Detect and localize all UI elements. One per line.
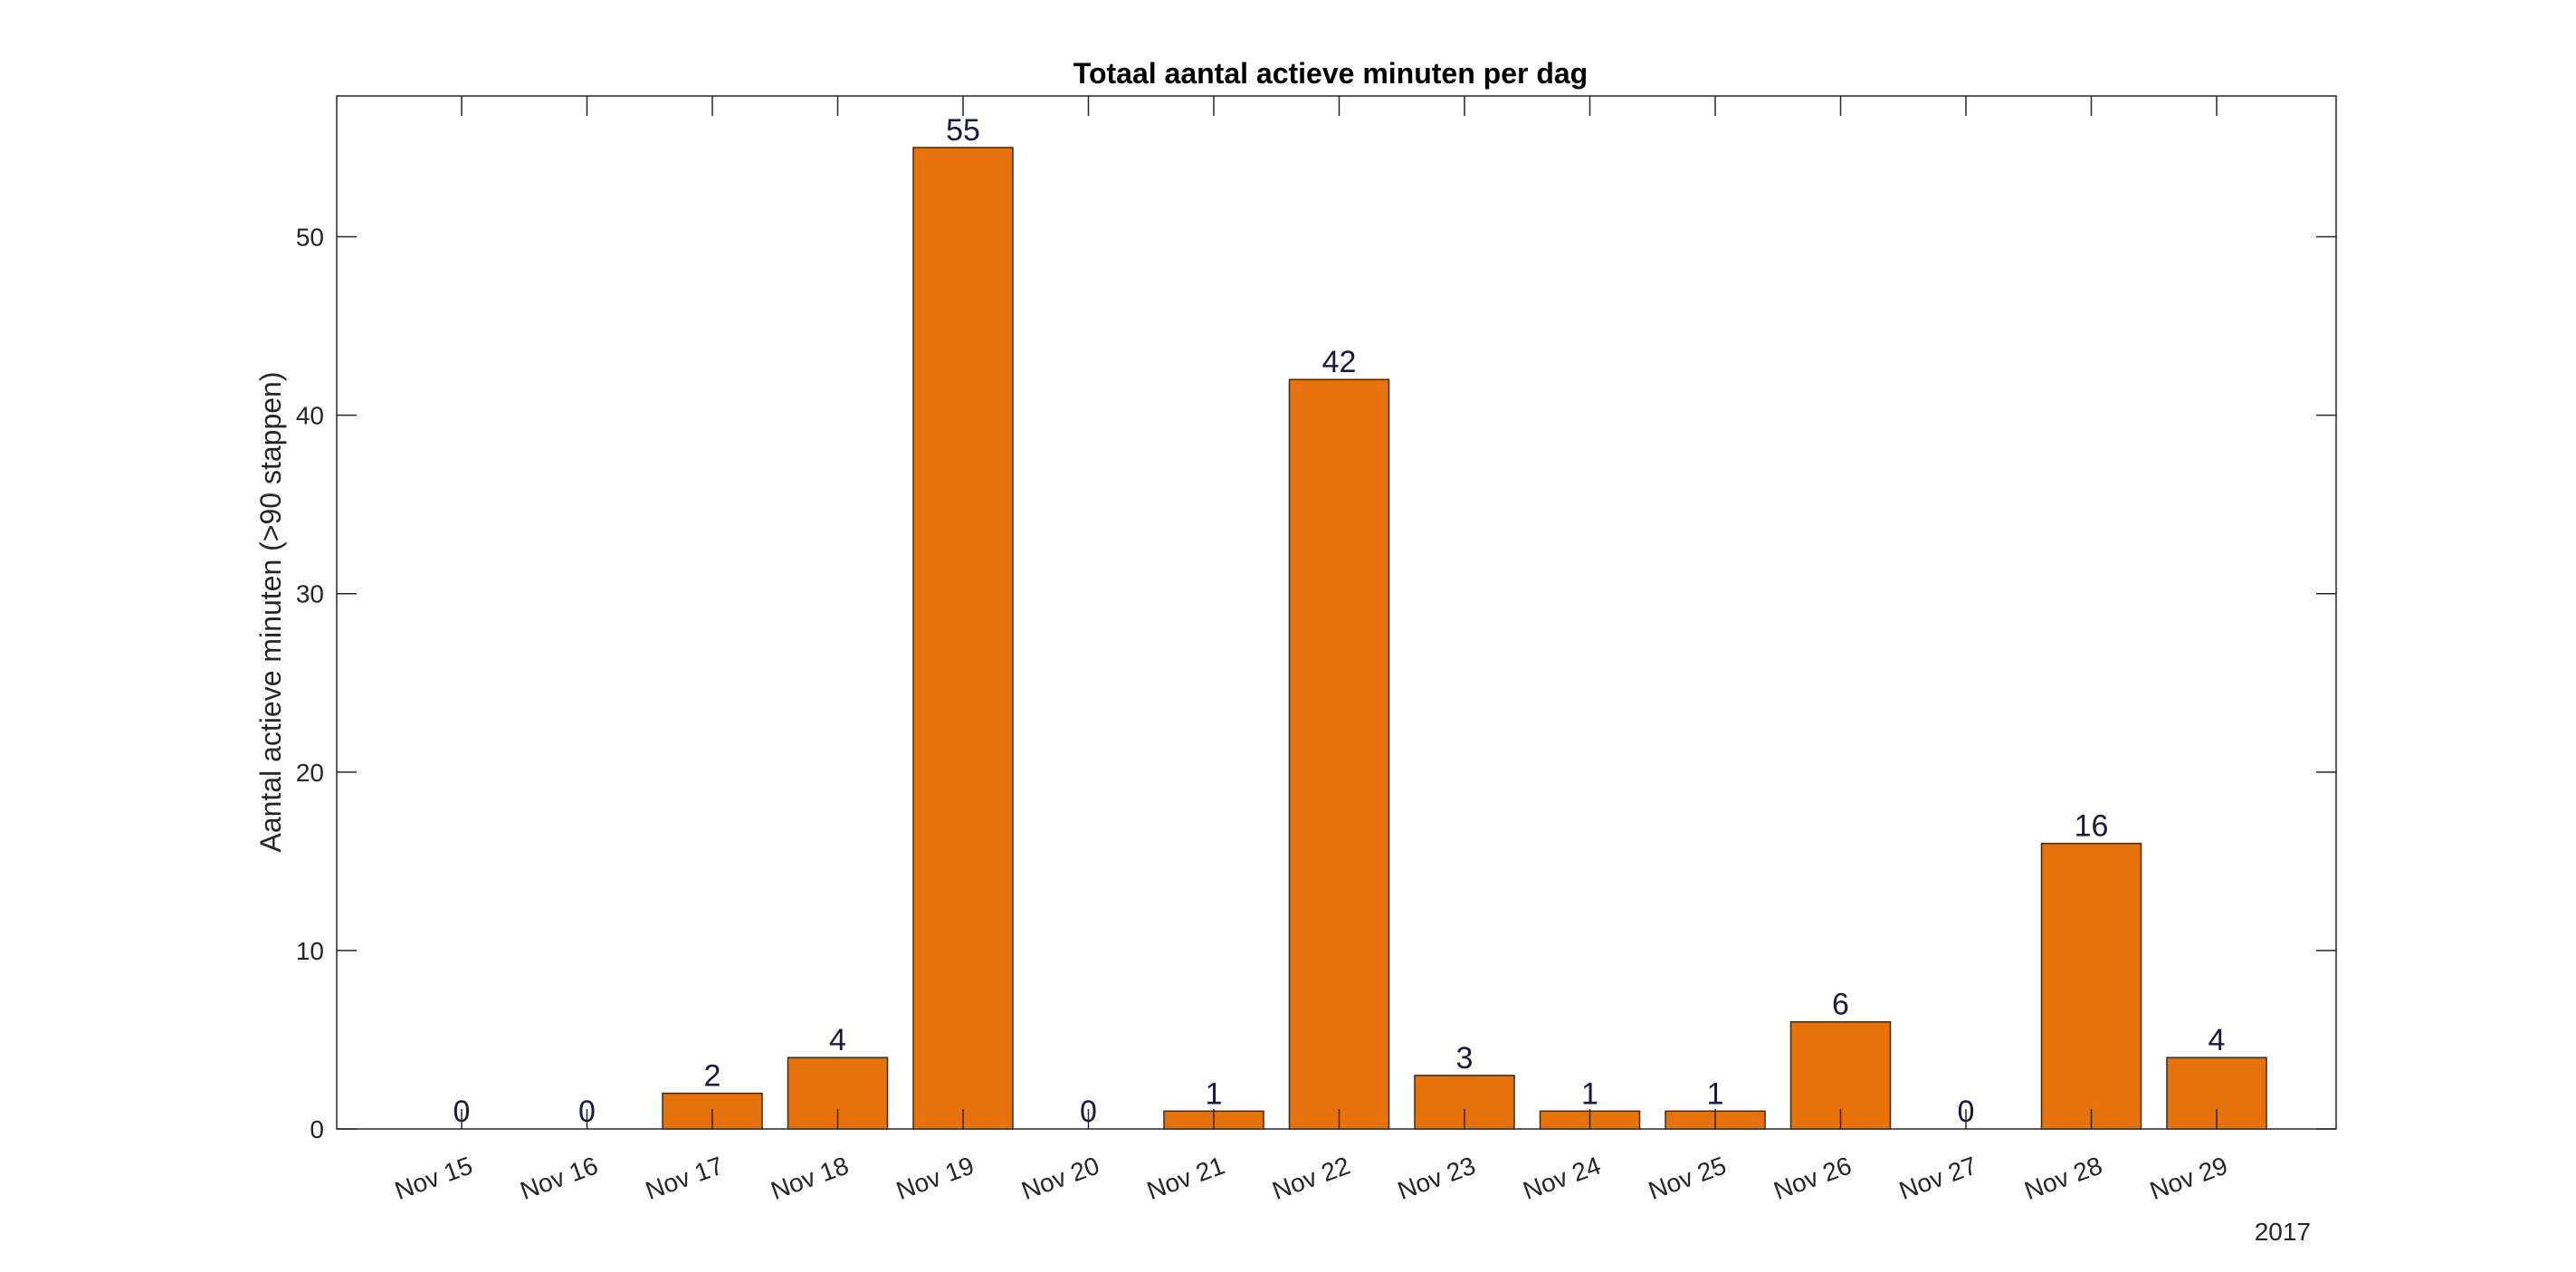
y-axis-label: Aantal actieve minuten (>90 stappen) [254, 372, 287, 853]
data-label: 42 [1322, 345, 1357, 379]
bars-group [662, 147, 2267, 1130]
chart-title: Totaal aantal actieve minuten per dag [1073, 57, 1588, 90]
data-label: 55 [946, 113, 980, 148]
y-axis: 0 10 20 30 40 50 [296, 224, 2336, 1143]
data-label: 6 [1832, 988, 1849, 1022]
data-label: 1 [1581, 1076, 1598, 1111]
data-label: 4 [829, 1023, 846, 1057]
top-tick-marks [461, 96, 2218, 116]
data-label: 1 [1206, 1076, 1223, 1111]
data-label: 4 [2209, 1023, 2226, 1057]
y-tick-label: 20 [296, 759, 324, 787]
y-tick-label: 0 [310, 1115, 324, 1143]
data-label: 1 [1707, 1076, 1724, 1111]
data-label: 16 [2075, 809, 2109, 844]
y-tick-label: 30 [296, 580, 324, 608]
y-tick-label: 40 [296, 402, 324, 430]
bar [2040, 842, 2142, 1130]
data-label: 3 [1456, 1041, 1474, 1076]
data-label: 2 [704, 1059, 721, 1094]
y-tick-label: 10 [296, 937, 324, 965]
bar [912, 147, 1014, 1130]
y-tick-label: 50 [296, 224, 324, 252]
year-label: 2017 [2255, 1218, 2311, 1246]
bar [1288, 378, 1390, 1130]
